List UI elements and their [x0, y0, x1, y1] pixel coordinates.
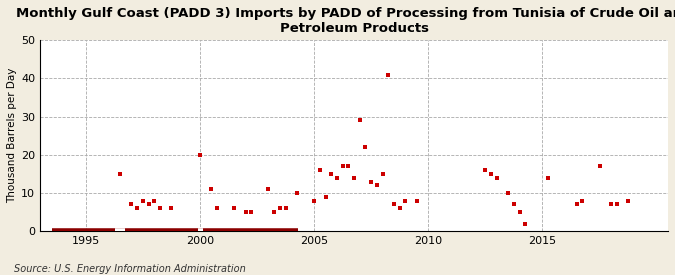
Point: [212, 206, 223, 210]
Point: [360, 145, 371, 149]
Point: [612, 202, 622, 207]
Point: [269, 210, 279, 214]
Point: [491, 175, 502, 180]
Point: [143, 202, 154, 207]
Point: [520, 221, 531, 226]
Point: [326, 172, 337, 176]
Point: [138, 199, 148, 203]
Point: [366, 179, 377, 184]
Point: [126, 202, 137, 207]
Point: [115, 172, 126, 176]
Point: [292, 191, 302, 195]
Point: [166, 206, 177, 210]
Point: [349, 175, 360, 180]
Point: [486, 172, 497, 176]
Point: [412, 199, 423, 203]
Point: [338, 164, 348, 169]
Point: [194, 153, 205, 157]
Point: [371, 183, 382, 188]
Point: [206, 187, 217, 191]
Point: [229, 206, 240, 210]
Point: [594, 164, 605, 169]
Point: [571, 202, 582, 207]
Point: [240, 210, 251, 214]
Point: [623, 199, 634, 203]
Point: [354, 118, 365, 123]
Point: [308, 199, 319, 203]
Point: [577, 199, 588, 203]
Point: [149, 199, 160, 203]
Point: [389, 202, 400, 207]
Point: [275, 206, 286, 210]
Point: [155, 206, 165, 210]
Point: [383, 72, 394, 77]
Point: [331, 175, 342, 180]
Title: Monthly Gulf Coast (PADD 3) Imports by PADD of Processing from Tunisia of Crude : Monthly Gulf Coast (PADD 3) Imports by P…: [16, 7, 675, 35]
Point: [503, 191, 514, 195]
Point: [132, 206, 142, 210]
Point: [394, 206, 405, 210]
Point: [246, 210, 256, 214]
Point: [343, 164, 354, 169]
Point: [377, 172, 388, 176]
Point: [320, 195, 331, 199]
Point: [315, 168, 325, 172]
Point: [263, 187, 274, 191]
Point: [508, 202, 519, 207]
Point: [605, 202, 616, 207]
Point: [280, 206, 291, 210]
Point: [480, 168, 491, 172]
Point: [400, 199, 411, 203]
Y-axis label: Thousand Barrels per Day: Thousand Barrels per Day: [7, 68, 17, 204]
Point: [514, 210, 525, 214]
Text: Source: U.S. Energy Information Administration: Source: U.S. Energy Information Administ…: [14, 264, 245, 274]
Point: [543, 175, 554, 180]
